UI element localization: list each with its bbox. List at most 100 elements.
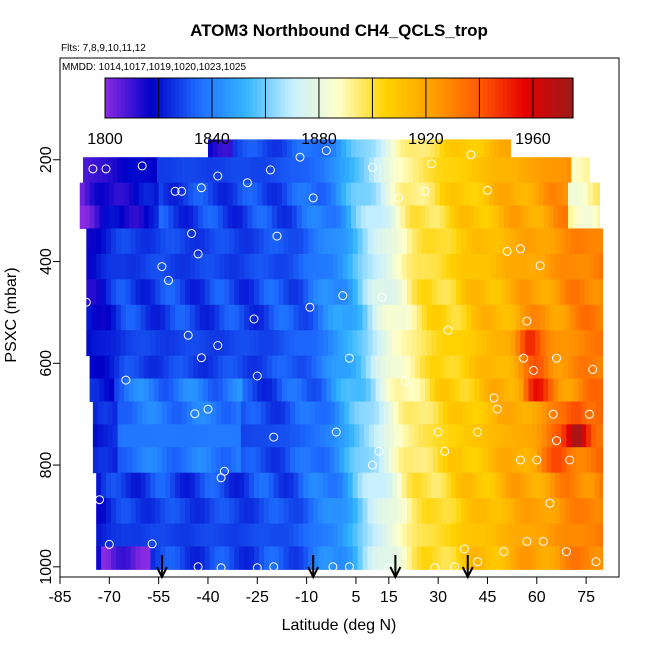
heatmap-cell (429, 378, 436, 402)
heatmap-cell (268, 330, 275, 357)
heatmap-cell (193, 355, 199, 380)
heatmap-cell (332, 546, 339, 570)
heatmap-cell (124, 205, 130, 229)
heatmap-cell (395, 378, 401, 402)
heatmap-cell (237, 139, 244, 158)
heatmap-cell (574, 330, 581, 357)
heatmap-cell (571, 424, 577, 448)
heatmap-cell (254, 279, 260, 306)
heatmap-cell (424, 139, 431, 158)
heatmap-cell (541, 157, 548, 184)
heatmap-cell (500, 498, 507, 525)
heatmap-cell (482, 401, 489, 425)
colorbar-swatch (378, 78, 383, 118)
heatmap-cell (405, 139, 411, 158)
heatmap-cell (229, 546, 235, 570)
heatmap-cell (247, 355, 253, 380)
heatmap-cell (515, 546, 521, 570)
heatmap-cell (505, 304, 512, 331)
heatmap-cell (160, 304, 166, 331)
heatmap-cell (341, 205, 347, 229)
heatmap-cell (347, 253, 354, 280)
heatmap-cell (554, 523, 561, 547)
heatmap-cell (198, 205, 204, 229)
heatmap-cell (277, 182, 283, 207)
heatmap-cell (579, 472, 586, 499)
heatmap-cell (229, 253, 235, 280)
heatmap-cell (308, 279, 314, 306)
heatmap-cell (216, 424, 222, 448)
heatmap-cell (275, 447, 281, 474)
heatmap-cell (568, 182, 574, 207)
heatmap-cell (147, 424, 153, 448)
heatmap-cell (323, 472, 329, 499)
heatmap-cell (576, 447, 582, 474)
heatmap-cell (86, 228, 92, 255)
heatmap-cell (145, 253, 152, 280)
heatmap-cell (410, 205, 416, 229)
heatmap-cell (145, 279, 152, 306)
heatmap-cell (323, 228, 329, 255)
heatmap-cell (235, 157, 242, 184)
heatmap-cell (456, 304, 462, 331)
heatmap-cell (303, 472, 309, 499)
heatmap-cell (357, 279, 364, 306)
heatmap-cell (211, 401, 217, 425)
heatmap-cell (336, 205, 342, 229)
heatmap-cell (526, 157, 533, 184)
heatmap-cell (438, 447, 444, 474)
colorbar-swatch (183, 78, 188, 118)
heatmap-cell (490, 304, 497, 331)
heatmap-cell (84, 182, 91, 207)
heatmap-cell (316, 378, 323, 402)
heatmap-cell (120, 304, 127, 331)
heatmap-cell (563, 355, 569, 380)
heatmap-cell (204, 523, 211, 547)
heatmap-cell (357, 546, 364, 570)
heatmap-cell (388, 424, 395, 448)
heatmap-cell (222, 205, 229, 229)
heatmap-cell (273, 330, 280, 357)
heatmap-cell (254, 498, 260, 525)
heatmap-cell (114, 182, 120, 207)
colorbar-swatch (452, 78, 457, 118)
heatmap-cell (170, 498, 176, 525)
heatmap-cell (168, 182, 175, 207)
colorbar-swatch (249, 78, 254, 118)
heatmap-cell (332, 279, 339, 306)
heatmap-cell (258, 279, 265, 306)
heatmap-cell (503, 182, 510, 207)
heatmap-cell (431, 498, 438, 525)
heatmap-cell (352, 498, 359, 525)
heatmap-cell (451, 253, 457, 280)
heatmap-row (86, 228, 604, 255)
x-tick-label: -85 (48, 589, 71, 606)
heatmap-cell (413, 401, 420, 425)
heatmap-cell (515, 498, 521, 525)
heatmap-cell (286, 139, 293, 158)
heatmap-cell (559, 546, 566, 570)
heatmap-cell (344, 447, 350, 474)
heatmap-cell (554, 304, 561, 331)
heatmap-cell (360, 139, 367, 158)
heatmap-cell (495, 228, 502, 255)
heatmap-cell (365, 182, 372, 207)
heatmap-cell (97, 424, 104, 448)
heatmap-cell (397, 228, 403, 255)
heatmap-cell (525, 304, 531, 331)
heatmap-cell (351, 182, 357, 207)
heatmap-cell (569, 523, 576, 547)
heatmap-cell (173, 182, 179, 207)
sample-point (216, 563, 226, 573)
heatmap-cell (265, 157, 272, 184)
heatmap-cell (298, 498, 304, 525)
heatmap-cell (364, 401, 370, 425)
heatmap-cell (424, 355, 431, 380)
heatmap-cell (189, 330, 196, 357)
heatmap-cell (520, 472, 526, 499)
colorbar-swatch (413, 78, 418, 118)
heatmap-cell (367, 228, 373, 255)
heatmap-cell (229, 498, 235, 525)
heatmap-cell (495, 546, 502, 570)
heatmap-cell (334, 157, 341, 184)
